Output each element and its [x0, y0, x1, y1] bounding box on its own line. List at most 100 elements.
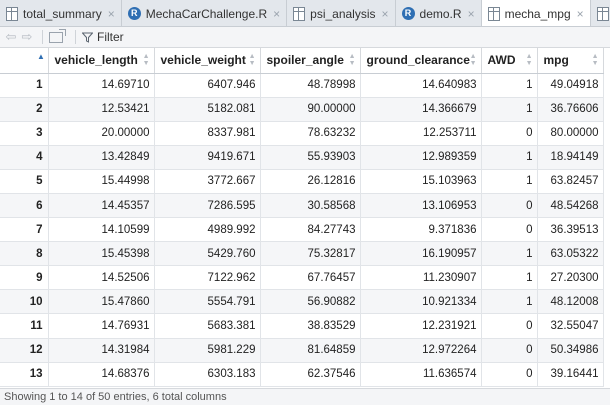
table-row[interactable]: 12 14.31984 5981.229 81.64859 12.972264 0 50.3… [0, 338, 604, 363]
cell-ground-clearance: 12.253711 [360, 121, 482, 146]
table-row[interactable]: 6 14.45357 7286.595 30.58568 13.106953 0 48.54… [0, 193, 604, 219]
table-row[interactable]: 11 14.76931 5683.381 38.83529 12.231921 0 32.5… [0, 313, 604, 339]
cell-awd: 0 [481, 217, 538, 243]
column-header-label: mpg [543, 53, 569, 68]
close-tab-icon[interactable]: × [107, 6, 115, 21]
table-row[interactable]: 1 14.69710 6407.946 48.78998 14.640983 1 49.04… [0, 73, 604, 98]
cell-ground-clearance: 12.231921 [360, 313, 482, 339]
sort-arrows-icon[interactable]: ▲ ▼ [591, 53, 599, 67]
cell-awd: 0 [481, 313, 538, 339]
close-tab-icon[interactable]: × [467, 6, 475, 21]
tab-label: mecha_mpg [504, 6, 571, 21]
table-row[interactable]: 10 15.47860 5554.791 56.90882 10.921334 1 48.1… [0, 289, 604, 315]
cell-awd: 1 [481, 241, 538, 267]
forward-arrow-icon[interactable]: ⇨ [21, 29, 33, 44]
tab-mechacarchallenge-r[interactable]: R MechaCarChallenge.R × [121, 0, 288, 26]
cell-vehicle-weight: 4989.992 [154, 217, 261, 243]
cell-ground-clearance: 16.190957 [360, 241, 482, 267]
column-header-label: vehicle_weight [160, 53, 246, 68]
cell-mpg: 36.39513 [537, 217, 604, 243]
tab-mecha-mpg[interactable]: mecha_mpg × [481, 0, 591, 26]
column-header-ground-clearance[interactable]: ground_clearance ▲ ▼ [360, 48, 482, 74]
column-header-label: spoiler_angle [266, 53, 344, 68]
row-number: 5 [0, 169, 49, 194]
column-header-vehicle-length[interactable]: vehicle_length ▲ ▼ [48, 48, 155, 74]
cell-ground-clearance: 14.640983 [360, 73, 482, 98]
cell-spoiler-angle: 55.93903 [260, 145, 361, 170]
sort-arrows-icon[interactable]: ▲ ▼ [469, 53, 477, 67]
cell-awd: 1 [481, 169, 538, 194]
table-row[interactable]: 7 14.10599 4989.992 84.27743 9.371836 0 36.395… [0, 217, 604, 243]
row-number: 11 [0, 313, 49, 339]
row-number: 12 [0, 338, 49, 363]
cell-spoiler-angle: 62.37546 [260, 362, 361, 387]
back-arrow-icon[interactable]: ⇦ [5, 29, 17, 44]
column-header-awd[interactable]: AWD ▲ ▼ [481, 48, 538, 74]
close-tab-icon[interactable]: × [273, 6, 281, 21]
tab-psi-analysis[interactable]: psi_analysis × [287, 0, 396, 26]
row-number: 6 [0, 193, 49, 219]
cell-vehicle-length: 15.45398 [48, 241, 155, 267]
column-header-label: ground_clearance [366, 53, 470, 68]
cell-ground-clearance: 11.230907 [360, 265, 482, 291]
cell-vehicle-weight: 5683.381 [154, 313, 261, 339]
sort-arrows-icon[interactable]: ▲ ▼ [525, 53, 533, 67]
column-header-vehicle-weight[interactable]: vehicle_weight ▲ ▼ [154, 48, 261, 74]
cell-ground-clearance: 11.636574 [360, 362, 482, 387]
tab-lo[interactable]: lo [590, 0, 610, 26]
cell-spoiler-angle: 30.58568 [260, 193, 361, 219]
table-row[interactable]: 13 14.68376 6303.183 62.37546 11.636574 0 39.1… [0, 362, 604, 387]
entries-status-text: Showing 1 to 14 of 50 entries, 6 total c… [4, 391, 227, 403]
table-row[interactable]: 4 13.42849 9419.671 55.93903 12.989359 1 18.94… [0, 145, 604, 170]
close-tab-icon[interactable]: × [576, 6, 584, 21]
cell-spoiler-angle: 84.27743 [260, 217, 361, 243]
data-grid: ▲ vehicle_length ▲ ▼ vehicle_weight ▲ ▼ spoile… [0, 48, 610, 387]
cell-vehicle-length: 12.53421 [48, 97, 155, 122]
sort-arrows-icon[interactable]: ▲ ▼ [142, 53, 150, 67]
row-number: 4 [0, 145, 49, 170]
cell-awd: 0 [481, 193, 538, 219]
column-header-label: vehicle_length [54, 53, 138, 68]
column-header-mpg[interactable]: mpg ▲ ▼ [537, 48, 604, 74]
toolbar-divider [42, 30, 43, 44]
tab-label: demo.R [419, 6, 462, 21]
row-number: 1 [0, 73, 49, 98]
status-bar: Showing 1 to 14 of 50 entries, 6 total c… [0, 388, 610, 405]
sort-arrows-icon[interactable]: ▲ ▼ [348, 53, 356, 67]
close-tab-icon[interactable]: × [381, 6, 389, 21]
table-icon [293, 6, 306, 21]
cell-mpg: 49.04918 [537, 73, 604, 98]
cell-vehicle-length: 20.00000 [48, 121, 155, 146]
cell-vehicle-weight: 5981.229 [154, 338, 261, 363]
r-file-icon: R [401, 7, 415, 20]
table-row[interactable]: 3 20.00000 8337.981 78.63232 12.253711 0 80.00… [0, 121, 604, 146]
popout-window-icon[interactable] [49, 28, 66, 43]
row-number-header[interactable]: ▲ [0, 48, 49, 74]
cell-mpg: 39.16441 [537, 362, 604, 387]
cell-vehicle-length: 14.68376 [48, 362, 155, 387]
table-row[interactable]: 9 14.52506 7122.962 67.76457 11.230907 1 27.20… [0, 265, 604, 291]
cell-mpg: 18.94149 [537, 145, 604, 170]
table-row[interactable]: 2 12.53421 5182.081 90.00000 14.366679 1 36.76… [0, 97, 604, 122]
cell-mpg: 80.00000 [537, 121, 604, 146]
row-number: 9 [0, 265, 49, 291]
table-row[interactable]: 5 15.44998 3772.667 26.12816 15.103963 1 63.82… [0, 169, 604, 194]
cell-vehicle-weight: 8337.981 [154, 121, 261, 146]
cell-mpg: 50.34986 [537, 338, 604, 363]
cell-vehicle-weight: 5182.081 [154, 97, 261, 122]
cell-spoiler-angle: 67.76457 [260, 265, 361, 291]
cell-vehicle-length: 15.44998 [48, 169, 155, 194]
filter-button[interactable]: Filter [82, 30, 124, 44]
cell-spoiler-angle: 75.32817 [260, 241, 361, 267]
cell-vehicle-weight: 3772.667 [154, 169, 261, 194]
editor-tab-bar: total_summary × R MechaCarChallenge.R × psi_a… [0, 0, 610, 27]
row-number: 2 [0, 97, 49, 122]
tab-total-summary[interactable]: total_summary × [0, 0, 122, 26]
table-row[interactable]: 8 15.45398 5429.760 75.32817 16.190957 1 63.05… [0, 241, 604, 267]
tab-label: total_summary [23, 6, 102, 21]
cell-vehicle-weight: 6407.946 [154, 73, 261, 98]
sort-arrows-icon[interactable]: ▲ ▼ [248, 53, 256, 67]
column-header-spoiler-angle[interactable]: spoiler_angle ▲ ▼ [260, 48, 361, 74]
cell-spoiler-angle: 90.00000 [260, 97, 361, 122]
